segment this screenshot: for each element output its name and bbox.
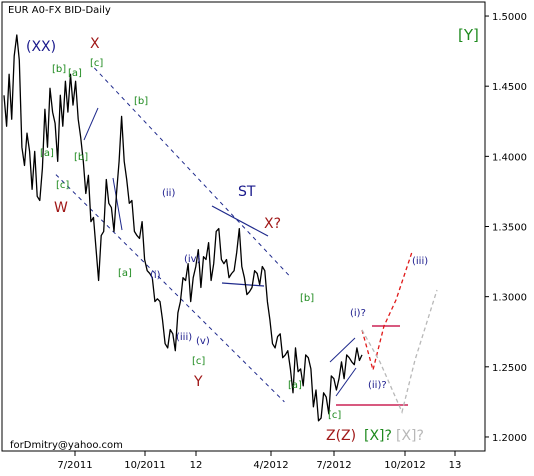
wave-label: [X]? bbox=[364, 428, 392, 444]
wave-label: ST bbox=[238, 184, 256, 200]
wave-label: [a] bbox=[118, 268, 132, 279]
price-series-line bbox=[3, 34, 363, 422]
x-axis: 7/2011 10/2011 12 4/2012 7/2012 10/2012 13 bbox=[57, 451, 461, 471]
wave-label: (iii) bbox=[176, 332, 192, 343]
z-wedge-lower bbox=[335, 367, 357, 397]
wave-label: (ii) bbox=[162, 188, 175, 199]
y-tick-label: 1.2000 bbox=[492, 433, 527, 444]
x-tick-label: 7/2012 bbox=[316, 460, 351, 471]
z-wedge-upper bbox=[329, 337, 356, 363]
wave-label: [X]? bbox=[396, 428, 424, 444]
wave-label: Z(Z) bbox=[326, 428, 356, 444]
wave-label: (iii) bbox=[412, 256, 428, 267]
wave-label: [b] bbox=[52, 64, 66, 75]
wave-label: (v) bbox=[196, 336, 210, 347]
wave-label: (ii)? bbox=[368, 380, 387, 391]
wave-label: [a] bbox=[40, 148, 54, 159]
wave-labels: (XX) X [Y][b] [a][c][b][a] [b][c]W(ii) STX?(i… bbox=[26, 26, 479, 444]
forecast-gray-path bbox=[361, 289, 438, 415]
y-tick-label: 1.4500 bbox=[492, 82, 527, 93]
wave-label: W bbox=[54, 200, 68, 216]
st-lower-line bbox=[221, 282, 265, 287]
wave-label: (XX) bbox=[26, 39, 56, 55]
wave-line-1 bbox=[83, 107, 99, 141]
wave-label: [a] bbox=[288, 380, 302, 391]
wave-line-2 bbox=[112, 177, 123, 231]
chart-title: EUR A0-FX BID-Daily bbox=[8, 5, 111, 16]
x-tick-label: 10/2012 bbox=[384, 460, 426, 471]
wave-label: X bbox=[90, 36, 100, 52]
x-tick-label: 4/2012 bbox=[253, 460, 288, 471]
forecast-red-path bbox=[361, 251, 413, 373]
wave-label: [a] bbox=[68, 68, 82, 79]
x-tick-label: 7/2011 bbox=[57, 460, 92, 471]
wave-label: (iv) bbox=[184, 254, 201, 265]
x-tick-label: 10/2011 bbox=[124, 460, 166, 471]
wave-label: (i) bbox=[150, 270, 161, 281]
footer-email: forDmitry@yahoo.com bbox=[10, 440, 123, 451]
st-upper-line bbox=[211, 205, 269, 237]
channel-lines bbox=[55, 67, 290, 403]
channel-line-2 bbox=[55, 174, 285, 403]
y-tick-label: 1.3000 bbox=[492, 293, 527, 304]
wave-label: Y bbox=[193, 374, 203, 390]
wave-label: [b] bbox=[74, 152, 88, 163]
wave-label: [b] bbox=[300, 293, 314, 304]
wave-label: X? bbox=[264, 216, 281, 232]
wave-label: [c] bbox=[328, 410, 341, 421]
x-tick-label: 12 bbox=[190, 460, 203, 471]
y-tick-label: 1.4000 bbox=[492, 152, 527, 163]
y-tick-label: 1.5000 bbox=[492, 12, 527, 23]
wave-label: [c] bbox=[56, 180, 69, 191]
x-tick-label: 13 bbox=[449, 460, 462, 471]
wave-label: [c] bbox=[90, 58, 103, 69]
wave-label: (i)? bbox=[350, 308, 366, 319]
y-tick-label: 1.2500 bbox=[492, 363, 527, 374]
wave-label: [b] bbox=[134, 96, 148, 107]
y-axis: 1.5000 1.4500 1.4000 1.3500 1.3000 1.2500 1.20… bbox=[485, 12, 527, 444]
y-tick-label: 1.3500 bbox=[492, 223, 527, 234]
wave-label: [Y] bbox=[458, 26, 479, 44]
wave-label: [c] bbox=[192, 356, 205, 367]
